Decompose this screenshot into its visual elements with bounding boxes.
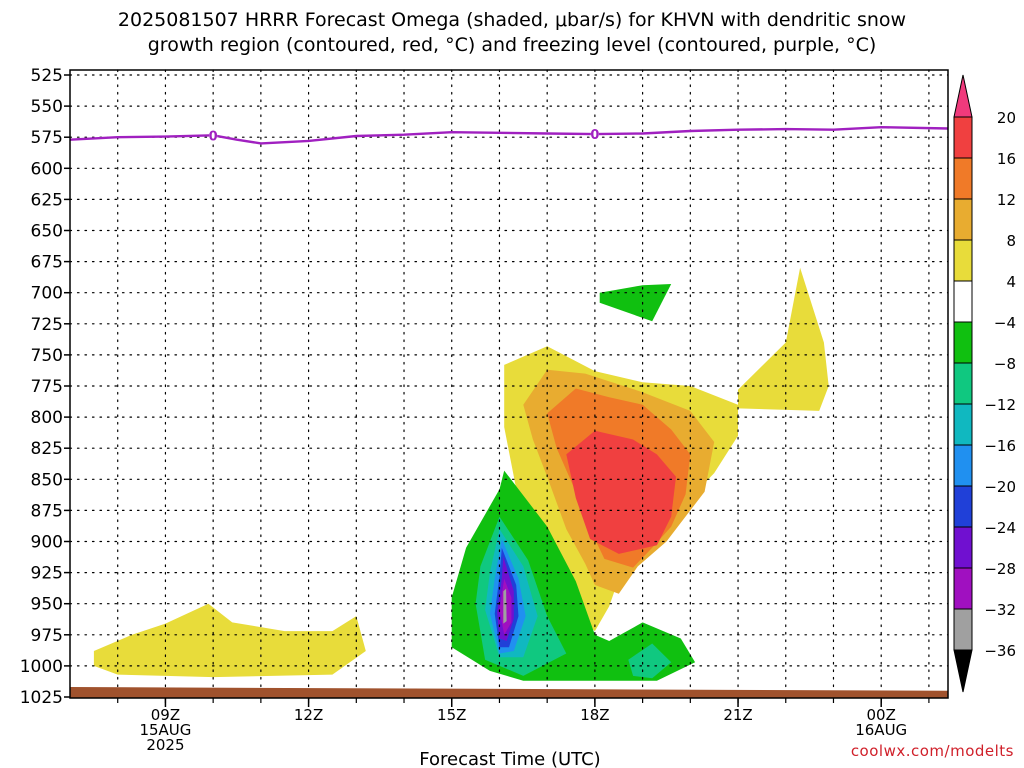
colorbar-label-6: −8 — [994, 355, 1016, 373]
y-tick-label-875: 875 — [31, 501, 63, 521]
colorbar-box-5 — [953, 280, 973, 323]
y-tick-label-1025: 1025 — [20, 688, 63, 708]
y-tick-label-1000: 1000 — [20, 657, 63, 677]
x-tick-label-9-2: 2025 — [146, 736, 184, 754]
x-tick-label-12-0: 12Z — [294, 706, 323, 724]
colorbar-box-9 — [953, 444, 973, 487]
colorbar-box-4 — [953, 239, 973, 282]
colorbar-label-5: −4 — [994, 314, 1016, 332]
y-tick-label-675: 675 — [31, 253, 63, 273]
omega-region-7 — [599, 284, 672, 322]
colorbar-bottom-arrow — [953, 649, 973, 693]
x-tick-label-18-0: 18Z — [580, 706, 609, 724]
colorbar-box-6 — [953, 321, 973, 364]
chart-title-line2: growth region (contoured, red, °C) and f… — [147, 34, 877, 56]
omega-region-5 — [566, 430, 676, 554]
colorbar-box-8 — [953, 403, 973, 446]
x-tick-label-24-1: 16AUG — [855, 721, 907, 739]
y-tick-label-725: 725 — [31, 315, 63, 335]
x-tick-label-9-0: 09Z — [151, 706, 180, 724]
surface-ground — [70, 687, 948, 698]
colorbar-label-12: −32 — [984, 601, 1016, 619]
freezing-level-label-0: 0 — [209, 129, 218, 144]
colorbar-box-12 — [953, 567, 973, 610]
freezing-label-bg-1 — [590, 128, 599, 141]
colorbar-box-13 — [953, 608, 973, 651]
y-tick-label-525: 525 — [31, 66, 63, 86]
colorbar-box-7 — [953, 362, 973, 405]
x-tick-label-9-1: 15AUG — [139, 721, 191, 739]
y-tick-label-975: 975 — [31, 626, 63, 646]
colorbar-label-7: −12 — [984, 396, 1016, 414]
x-tick-label-15-0: 15Z — [437, 706, 466, 724]
y-tick-label-750: 750 — [31, 346, 63, 366]
omega-region-9 — [628, 643, 672, 679]
colorbar-label-11: −28 — [984, 560, 1016, 578]
colorbar-label-1: 16 — [997, 150, 1016, 168]
colorbar-box-10 — [953, 485, 973, 528]
colorbar-top-arrow — [953, 74, 973, 118]
x-tick-label-21-0: 21Z — [723, 706, 752, 724]
y-tick-label-700: 700 — [31, 284, 63, 304]
x-axis-title: Forecast Time (UTC) — [419, 749, 600, 768]
colorbar-box-1 — [953, 116, 973, 159]
y-tick-label-650: 650 — [31, 222, 63, 242]
omega-colorbar: 20 16 12 8 4 −4 −8 −12 −16 −20 −24 −28 −32 −36 — [953, 74, 1016, 693]
colorbar-label-2: 12 — [997, 191, 1016, 209]
y-tick-label-800: 800 — [31, 408, 63, 428]
colorbar-box-11 — [953, 526, 973, 569]
plot-frame — [69, 69, 949, 699]
colorbar-label-9: −20 — [984, 478, 1016, 496]
omega-region-2 — [738, 267, 829, 411]
freezing-level-label-1: 0 — [590, 128, 599, 143]
freezing-label-bg-0 — [209, 129, 218, 142]
credit-link[interactable]: coolwx.com/modelts — [850, 742, 1014, 760]
y-tick-label-850: 850 — [31, 470, 63, 490]
grid-lines — [69, 69, 949, 699]
colorbar-label-13: −36 — [984, 642, 1016, 660]
y-tick-label-925: 925 — [31, 564, 63, 584]
omega-region-15 — [503, 588, 507, 624]
y-tick-label-625: 625 — [31, 190, 63, 210]
y-tick-label-550: 550 — [31, 97, 63, 117]
colorbar-label-8: −16 — [984, 437, 1016, 455]
omega-region-0 — [93, 603, 366, 678]
colorbar-label-3: 8 — [1006, 232, 1016, 250]
y-tick-label-825: 825 — [31, 439, 63, 459]
colorbar-box-3 — [953, 198, 973, 241]
y-tick-label-575: 575 — [31, 128, 63, 148]
y-axis: 525 550 575 600 625 650 675 700 725 750 775 800 825 8… — [20, 66, 70, 708]
colorbar-label-0: 20 — [997, 109, 1016, 127]
y-tick-label-600: 600 — [31, 159, 63, 179]
chart-title-line1: 2025081507 HRRR Forecast Omega (shaded, … — [117, 9, 907, 31]
freezing-level-line — [69, 125, 949, 145]
y-tick-label-950: 950 — [31, 595, 63, 615]
y-tick-label-900: 900 — [31, 533, 63, 553]
plot-border — [69, 69, 949, 699]
surface-band — [70, 687, 948, 698]
colorbar-label-10: −24 — [984, 519, 1016, 537]
colorbar-label-4: 4 — [1006, 273, 1016, 291]
x-tick-label-24-0: 00Z — [867, 706, 896, 724]
y-tick-label-775: 775 — [31, 377, 63, 397]
omega-shading — [93, 267, 829, 681]
colorbar-box-2 — [953, 157, 973, 200]
